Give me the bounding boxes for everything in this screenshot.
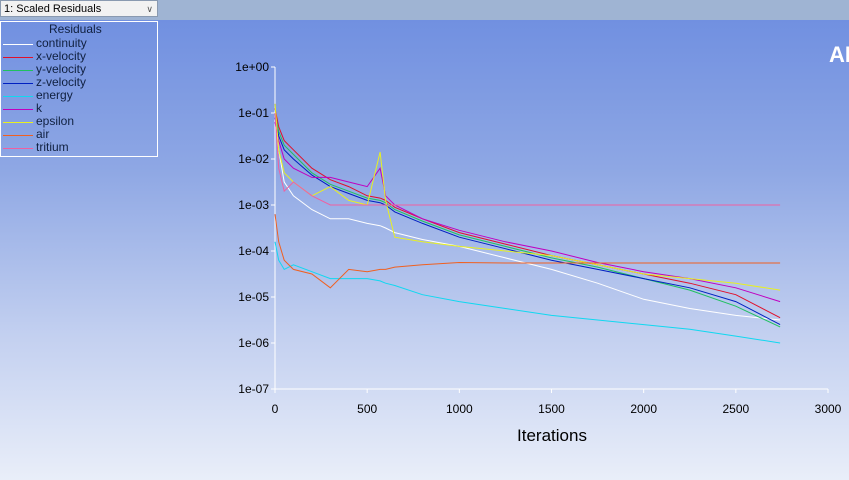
legend-label: x-velocity <box>36 49 87 63</box>
legend-item-tritium: tritium <box>1 141 157 154</box>
plot-selector-dropdown[interactable]: 1: Scaled Residuals ∨ <box>0 0 158 17</box>
x-tick-label: 500 <box>357 402 377 416</box>
x-tick-label: 3000 <box>815 402 842 416</box>
series-line-air <box>274 214 781 289</box>
legend-swatch <box>3 109 33 110</box>
series-line-tritium <box>274 112 781 206</box>
legend-label: epsilon <box>36 114 75 128</box>
y-tick-label: 1e-02 <box>238 152 269 166</box>
y-tick-label: 1e-01 <box>238 106 269 120</box>
legend-label: tritium <box>36 140 69 154</box>
legend-title: Residuals <box>49 22 102 36</box>
legend-swatch <box>3 122 33 123</box>
y-tick-label: 1e+00 <box>235 60 269 74</box>
x-tick-label: 0 <box>272 402 279 416</box>
legend-swatch <box>3 44 33 45</box>
top-toolbar <box>0 0 849 20</box>
y-tick-label: 1e-07 <box>238 382 269 396</box>
legend-item-epsilon: epsilon <box>1 115 157 128</box>
legend-swatch <box>3 83 33 84</box>
x-tick-label: 1500 <box>538 402 565 416</box>
series-line-k <box>274 122 781 303</box>
chevron-down-icon: ∨ <box>146 4 153 14</box>
legend-swatch <box>3 70 33 71</box>
legend-label: z-velocity <box>36 75 87 89</box>
legend-item-x-velocity: x-velocity <box>1 50 157 63</box>
legend-item-air: air <box>1 128 157 141</box>
series-line-energy <box>274 241 781 344</box>
series-line-epsilon <box>274 103 781 291</box>
y-tick-label: 1e-05 <box>238 290 269 304</box>
brand-logo: AN <box>829 42 849 67</box>
x-tick-label: 1000 <box>446 402 473 416</box>
legend-label: y-velocity <box>36 62 87 76</box>
legend-label: k <box>36 101 42 115</box>
legend-item-energy: energy <box>1 89 157 102</box>
y-tick-label: 1e-06 <box>238 336 269 350</box>
series-line-x-velocity <box>274 108 781 319</box>
y-tick-label: 1e-03 <box>238 198 269 212</box>
legend-item-k: k <box>1 102 157 115</box>
legend-swatch <box>3 135 33 136</box>
x-axis-label: Iterations <box>517 426 587 445</box>
series-line-y-velocity <box>274 112 781 328</box>
x-tick-label: 2000 <box>630 402 657 416</box>
legend-label: continuity <box>36 36 87 50</box>
legend: Residuals continuity x-velocity y-velocity z… <box>0 21 158 157</box>
legend-item-z-velocity: z-velocity <box>1 76 157 89</box>
plot-selector-value: 1: Scaled Residuals <box>4 3 102 15</box>
legend-item-continuity: continuity <box>1 37 157 50</box>
series-line-z-velocity <box>274 117 781 326</box>
y-tick-label: 1e-04 <box>238 244 269 258</box>
legend-label: energy <box>36 88 73 102</box>
series-line-continuity <box>274 112 781 321</box>
legend-label: air <box>36 127 50 141</box>
legend-item-y-velocity: y-velocity <box>1 63 157 76</box>
legend-swatch <box>3 148 33 149</box>
x-tick-label: 2500 <box>722 402 749 416</box>
legend-swatch <box>3 96 33 97</box>
legend-swatch <box>3 57 33 58</box>
